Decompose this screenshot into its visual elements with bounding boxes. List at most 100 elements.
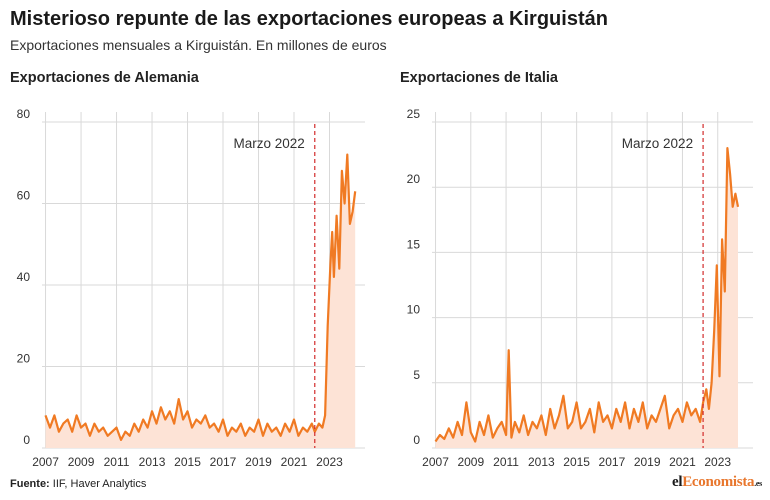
x-tick-label-italia-2007: 2007 — [422, 455, 449, 469]
data-point-alemania-46 — [249, 427, 251, 429]
data-point-italia-24 — [536, 427, 538, 429]
data-point-italia-14 — [496, 427, 498, 429]
x-tick-label-alemania-2017: 2017 — [210, 455, 237, 469]
data-point-italia-0 — [434, 440, 436, 442]
data-point-italia-62 — [702, 401, 704, 403]
x-tick-label-italia-2011: 2011 — [493, 455, 519, 469]
data-point-alemania-11 — [93, 423, 95, 425]
series-area-italia — [435, 148, 738, 448]
data-point-italia-22 — [527, 434, 529, 436]
data-point-alemania-52 — [275, 427, 277, 429]
data-point-italia-23 — [531, 421, 533, 423]
y-tick-label-italia-5: 5 — [413, 368, 420, 382]
data-point-italia-70 — [724, 290, 726, 292]
data-point-alemania-69 — [336, 215, 338, 217]
data-point-italia-10 — [479, 421, 481, 423]
data-point-italia-45 — [628, 427, 630, 429]
data-point-italia-9 — [474, 440, 476, 442]
data-point-italia-29 — [558, 414, 560, 416]
source-label: Fuente: — [10, 478, 50, 490]
data-point-italia-2 — [443, 438, 445, 440]
data-point-alemania-44 — [240, 423, 242, 425]
data-point-italia-25 — [540, 414, 542, 416]
data-point-italia-5 — [457, 421, 459, 423]
data-point-alemania-0 — [44, 414, 46, 416]
data-point-alemania-66 — [329, 264, 331, 266]
x-tick-label-alemania-2007: 2007 — [32, 455, 59, 469]
data-point-italia-64 — [708, 408, 710, 410]
data-point-italia-50 — [651, 414, 653, 416]
data-point-italia-52 — [659, 408, 661, 410]
data-point-alemania-73 — [346, 154, 348, 156]
logo-suffix: .es — [754, 479, 762, 488]
data-point-italia-54 — [668, 427, 670, 429]
data-point-alemania-41 — [226, 435, 228, 437]
x-tick-label-italia-2021: 2021 — [669, 455, 696, 469]
data-point-alemania-1 — [49, 427, 51, 429]
data-point-italia-41 — [611, 427, 613, 429]
data-point-italia-7 — [465, 401, 467, 403]
data-point-italia-13 — [492, 437, 494, 439]
data-point-italia-53 — [664, 395, 666, 397]
data-point-alemania-25 — [155, 423, 157, 425]
y-tick-label-alemania-80: 80 — [17, 107, 31, 121]
series-line-alemania — [44, 153, 357, 441]
data-point-italia-27 — [549, 408, 551, 410]
data-point-alemania-20 — [133, 423, 135, 425]
data-point-italia-1 — [439, 434, 441, 436]
data-point-alemania-71 — [341, 170, 343, 172]
data-point-italia-20 — [518, 431, 520, 433]
series-area-alemania — [45, 154, 356, 448]
data-point-alemania-3 — [58, 431, 60, 433]
data-point-alemania-2 — [53, 414, 55, 416]
data-point-italia-3 — [448, 427, 450, 429]
y-tick-label-alemania-20: 20 — [17, 352, 31, 366]
x-tick-label-alemania-2019: 2019 — [245, 455, 272, 469]
x-tick-label-italia-2015: 2015 — [563, 455, 590, 469]
data-point-italia-66 — [713, 330, 715, 332]
data-point-alemania-27 — [164, 418, 166, 420]
eleconomista-logo: elEconomista.es — [672, 474, 762, 491]
data-point-italia-34 — [580, 427, 582, 429]
x-tick-label-alemania-2021: 2021 — [281, 455, 308, 469]
data-point-alemania-50 — [266, 423, 268, 425]
data-point-alemania-18 — [124, 431, 126, 433]
data-point-italia-59 — [690, 414, 692, 416]
data-point-alemania-63 — [321, 427, 323, 429]
data-point-italia-6 — [461, 434, 463, 436]
data-point-alemania-51 — [271, 431, 273, 433]
data-point-italia-28 — [554, 427, 556, 429]
data-point-alemania-70 — [338, 268, 340, 270]
y-tick-label-italia-25: 25 — [407, 107, 421, 121]
data-point-alemania-72 — [344, 202, 346, 204]
data-point-alemania-19 — [129, 435, 131, 437]
data-point-italia-30 — [562, 395, 564, 397]
data-point-alemania-4 — [62, 423, 64, 425]
data-point-italia-55 — [673, 414, 675, 416]
data-point-italia-26 — [545, 434, 547, 436]
x-tick-label-italia-2009: 2009 — [457, 455, 484, 469]
data-point-alemania-54 — [284, 423, 286, 425]
data-point-italia-67 — [716, 264, 718, 266]
data-point-alemania-55 — [289, 431, 291, 433]
data-point-italia-17 — [508, 349, 510, 351]
data-point-italia-4 — [452, 437, 454, 439]
data-point-alemania-47 — [253, 431, 255, 433]
data-point-italia-57 — [681, 421, 683, 423]
series-line-italia — [434, 147, 740, 443]
y-tick-label-italia-15: 15 — [407, 237, 421, 251]
data-point-alemania-37 — [209, 427, 211, 429]
y-tick-label-italia-20: 20 — [407, 172, 421, 186]
data-point-alemania-23 — [147, 427, 149, 429]
data-point-alemania-76 — [354, 190, 356, 192]
source-text: IIF, Haver Analytics — [49, 478, 147, 490]
data-point-alemania-64 — [324, 414, 326, 416]
data-point-alemania-33 — [191, 427, 193, 429]
x-tick-label-alemania-2011: 2011 — [104, 455, 130, 469]
logo-pre: el — [671, 474, 683, 490]
data-point-alemania-21 — [138, 431, 140, 433]
data-point-alemania-56 — [293, 418, 295, 420]
data-point-italia-31 — [567, 427, 569, 429]
data-point-italia-18 — [510, 437, 512, 439]
data-point-italia-42 — [615, 408, 617, 410]
